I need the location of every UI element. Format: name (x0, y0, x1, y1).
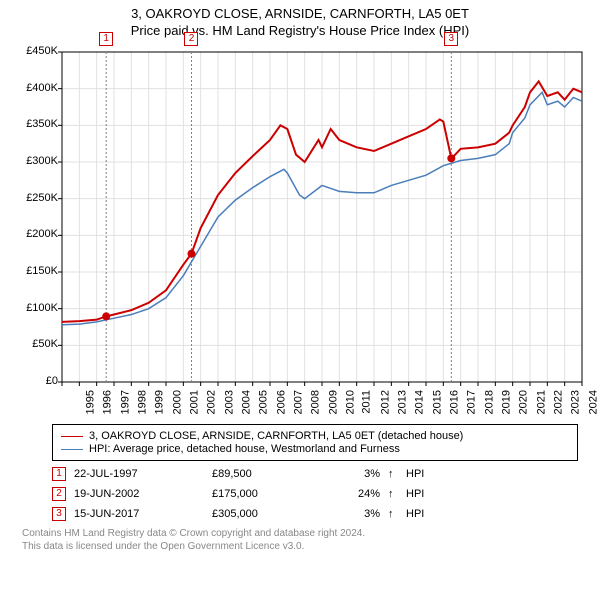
detail-pct: 3% (320, 468, 380, 480)
x-tick-label: 2015 (431, 390, 443, 414)
y-tick-label: £300K (12, 155, 58, 167)
x-tick-label: 2013 (396, 390, 408, 414)
x-tick-label: 2017 (466, 390, 478, 414)
chart-area: £0 £50K £100K £150K £200K £250K £300K £350K £400… (12, 44, 588, 420)
y-tick-label: £450K (12, 45, 58, 57)
x-tick-label: 2020 (518, 390, 530, 414)
footer-line2: This data is licensed under the Open Gov… (22, 540, 578, 553)
sale-detail-row: 2 19-JUN-2002 £175,000 24% ↑ HPI (52, 487, 578, 501)
footer-text: Contains HM Land Registry data © Crown c… (22, 527, 578, 553)
x-tick-label: 2008 (310, 390, 322, 414)
detail-tag: HPI (406, 508, 436, 520)
detail-date: 19-JUN-2002 (74, 488, 204, 500)
detail-price: £305,000 (212, 508, 312, 520)
y-tick-label: £100K (12, 302, 58, 314)
detail-tag: HPI (406, 468, 436, 480)
detail-date: 15-JUN-2017 (74, 508, 204, 520)
chart-svg (12, 44, 592, 420)
x-tick-label: 2007 (292, 390, 304, 414)
x-tick-label: 2005 (258, 390, 270, 414)
x-tick-label: 2004 (240, 390, 252, 414)
x-tick-label: 2016 (448, 390, 460, 414)
x-tick-label: 2003 (223, 390, 235, 414)
detail-marker: 1 (52, 467, 66, 481)
detail-marker: 2 (52, 487, 66, 501)
y-tick-label: £350K (12, 118, 58, 130)
y-tick-label: £150K (12, 265, 58, 277)
sale-detail-row: 1 22-JUL-1997 £89,500 3% ↑ HPI (52, 467, 578, 481)
up-arrow-icon: ↑ (388, 508, 398, 520)
y-tick-label: £200K (12, 228, 58, 240)
detail-tag: HPI (406, 488, 436, 500)
y-tick-label: £250K (12, 192, 58, 204)
sale-detail-row: 3 15-JUN-2017 £305,000 3% ↑ HPI (52, 507, 578, 521)
x-tick-label: 1997 (119, 390, 131, 414)
x-tick-label: 2024 (587, 390, 599, 414)
legend-box: 3, OAKROYD CLOSE, ARNSIDE, CARNFORTH, LA… (52, 424, 578, 461)
x-tick-label: 2009 (327, 390, 339, 414)
x-tick-label: 1998 (136, 390, 148, 414)
legend-label: 3, OAKROYD CLOSE, ARNSIDE, CARNFORTH, LA… (89, 430, 463, 442)
legend-swatch (61, 436, 83, 437)
x-tick-label: 2014 (414, 390, 426, 414)
chart-container: 3, OAKROYD CLOSE, ARNSIDE, CARNFORTH, LA… (0, 6, 600, 596)
detail-pct: 3% (320, 508, 380, 520)
x-tick-label: 2002 (206, 390, 218, 414)
y-tick-label: £50K (12, 338, 58, 350)
detail-pct: 24% (320, 488, 380, 500)
x-tick-label: 2006 (275, 390, 287, 414)
x-tick-label: 2010 (344, 390, 356, 414)
sale-marker-1: 1 (99, 32, 113, 46)
footer-line1: Contains HM Land Registry data © Crown c… (22, 527, 578, 540)
x-tick-label: 2023 (570, 390, 582, 414)
x-tick-label: 2001 (188, 390, 200, 414)
x-tick-label: 2022 (552, 390, 564, 414)
x-tick-label: 2019 (500, 390, 512, 414)
up-arrow-icon: ↑ (388, 488, 398, 500)
chart-title-line1: 3, OAKROYD CLOSE, ARNSIDE, CARNFORTH, LA… (0, 6, 600, 21)
detail-date: 22-JUL-1997 (74, 468, 204, 480)
x-tick-label: 1996 (102, 390, 114, 414)
legend-label: HPI: Average price, detached house, West… (89, 443, 400, 455)
up-arrow-icon: ↑ (388, 468, 398, 480)
detail-price: £175,000 (212, 488, 312, 500)
x-tick-label: 2000 (171, 390, 183, 414)
x-tick-label: 1999 (154, 390, 166, 414)
x-tick-label: 2011 (361, 390, 373, 414)
x-tick-label: 1995 (84, 390, 96, 414)
legend-item: 3, OAKROYD CLOSE, ARNSIDE, CARNFORTH, LA… (61, 430, 569, 442)
x-tick-label: 2012 (379, 390, 391, 414)
legend-swatch (61, 449, 83, 450)
y-tick-label: £400K (12, 82, 58, 94)
detail-marker: 3 (52, 507, 66, 521)
legend-item: HPI: Average price, detached house, West… (61, 443, 569, 455)
x-tick-label: 2021 (535, 390, 547, 414)
detail-price: £89,500 (212, 468, 312, 480)
sale-marker-3: 3 (444, 32, 458, 46)
y-tick-label: £0 (12, 375, 58, 387)
sale-detail-table: 1 22-JUL-1997 £89,500 3% ↑ HPI 2 19-JUN-2002 £17… (52, 467, 578, 521)
chart-title-line2: Price paid vs. HM Land Registry's House … (0, 23, 600, 38)
x-tick-label: 2018 (483, 390, 495, 414)
sale-marker-2: 2 (184, 32, 198, 46)
